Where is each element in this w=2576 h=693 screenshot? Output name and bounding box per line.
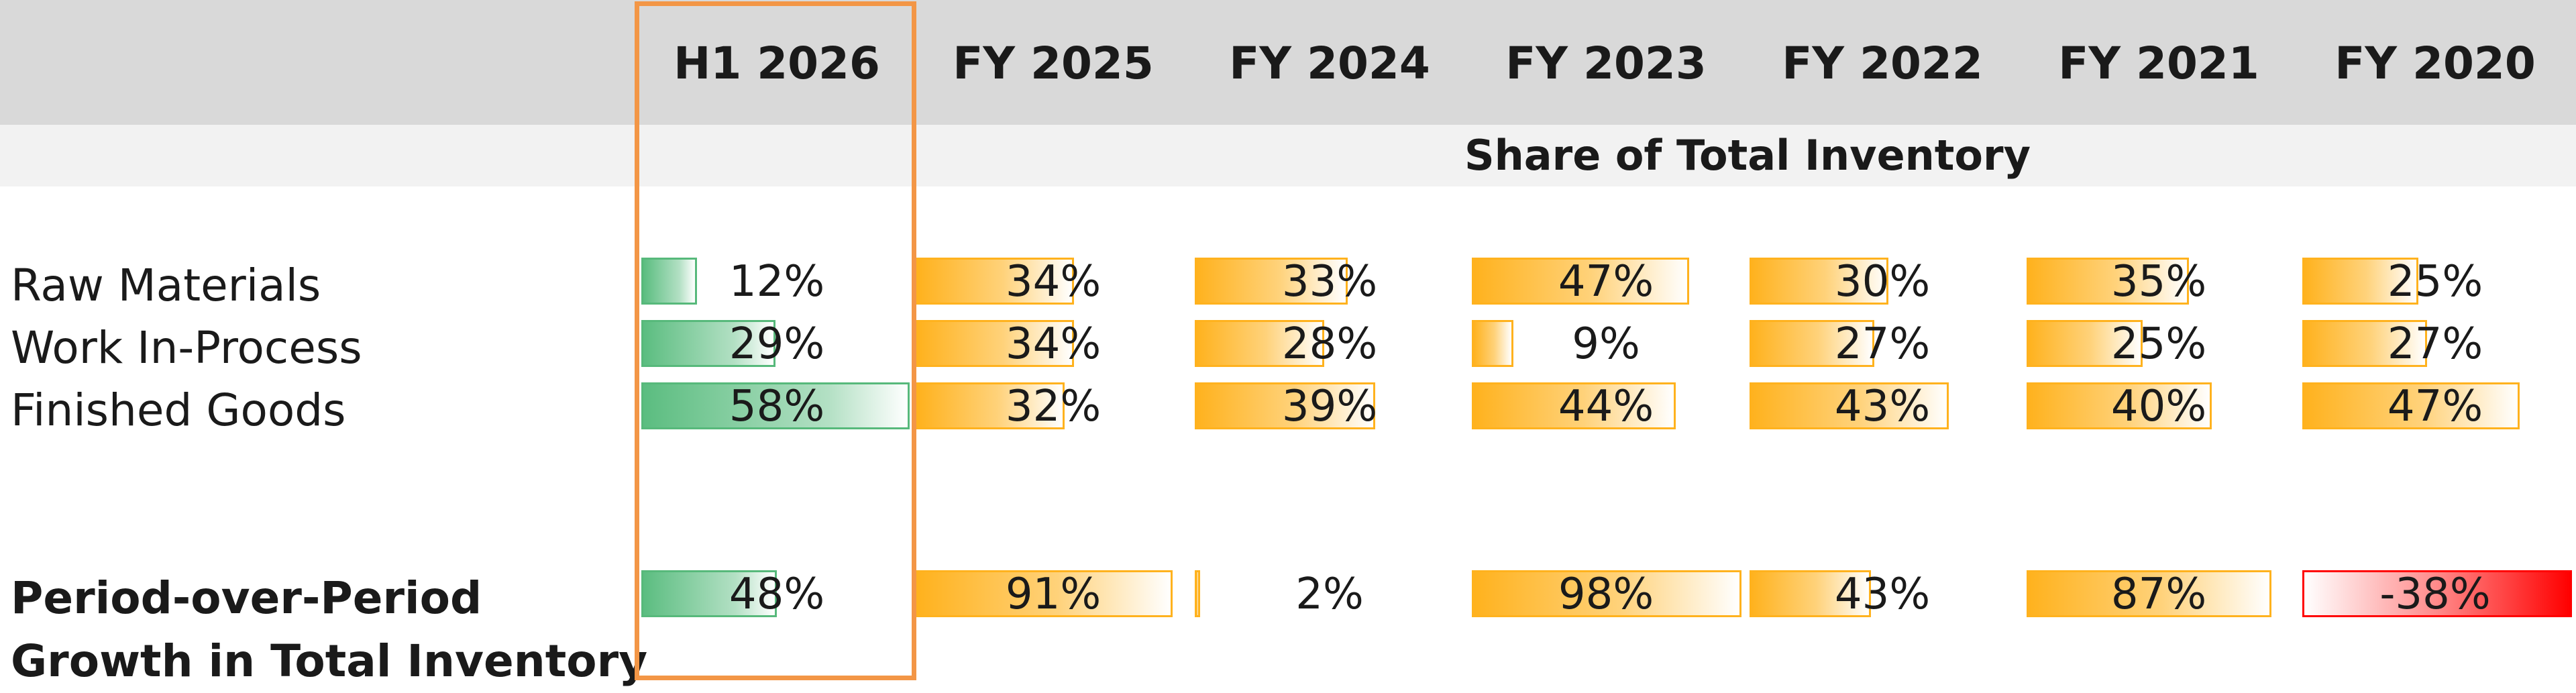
section-title: Share of Total Inventory: [1464, 131, 2031, 180]
share-value-raw-materials: 25%: [2387, 257, 2483, 307]
share-value-raw-materials: 35%: [2110, 257, 2207, 307]
share-value-work-in-process: 27%: [2387, 319, 2483, 369]
share-bar-finished-goods: [1750, 382, 1949, 429]
share-bar-work-in-process: [641, 320, 776, 367]
growth-bar: [1195, 570, 1201, 617]
growth-bar: [641, 570, 777, 617]
growth-bar: [2027, 570, 2272, 617]
share-value-raw-materials: 47%: [1558, 257, 1654, 307]
share-bar-finished-goods: [641, 382, 910, 429]
share-bar-work-in-process: [2302, 320, 2428, 367]
share-bar-finished-goods: [2027, 382, 2212, 429]
share-value-raw-materials: 34%: [1005, 257, 1102, 307]
share-value-finished-goods: 40%: [2110, 382, 2207, 431]
growth-value: 2%: [1295, 570, 1364, 619]
growth-bar: [1472, 570, 1741, 617]
share-bar-raw-materials: [1195, 258, 1348, 305]
share-bar-finished-goods: [2302, 382, 2520, 429]
share-value-finished-goods: 32%: [1005, 382, 1102, 431]
header-band: [0, 0, 2576, 125]
share-value-finished-goods: 47%: [2387, 382, 2483, 431]
growth-value: 98%: [1558, 570, 1654, 619]
share-bar-work-in-process: [916, 320, 1074, 367]
growth-value: 43%: [1834, 570, 1931, 619]
growth-bar: [2302, 570, 2572, 617]
growth-value: -38%: [2379, 570, 2491, 619]
growth-value: 48%: [729, 570, 825, 619]
row-label-work-in-process: Work In-Process: [11, 322, 362, 374]
share-value-work-in-process: 34%: [1005, 319, 1102, 369]
row-label-finished-goods: Finished Goods: [11, 384, 346, 436]
growth-value: 87%: [2110, 570, 2207, 619]
share-value-raw-materials: 30%: [1834, 257, 1931, 307]
share-bar-finished-goods: [916, 382, 1065, 429]
column-header-fy-2025: FY 2025: [953, 38, 1154, 89]
share-value-finished-goods: 58%: [729, 382, 825, 431]
row-label-growth-line2: Growth in Total Inventory: [11, 635, 648, 687]
column-header-fy-2020: FY 2020: [2334, 38, 2536, 89]
share-bar-work-in-process: [1195, 320, 1325, 367]
row-label-raw-materials: Raw Materials: [11, 260, 321, 311]
share-value-finished-goods: 43%: [1834, 382, 1931, 431]
share-value-raw-materials: 33%: [1281, 257, 1378, 307]
share-value-work-in-process: 28%: [1281, 319, 1378, 369]
share-value-work-in-process: 9%: [1572, 319, 1640, 369]
share-value-work-in-process: 25%: [2110, 319, 2207, 369]
share-value-finished-goods: 44%: [1558, 382, 1654, 431]
row-label-growth-line1: Period-over-Period: [11, 572, 482, 624]
share-value-work-in-process: 29%: [729, 319, 825, 369]
growth-bar: [1750, 570, 1871, 617]
column-header-fy-2021: FY 2021: [2058, 38, 2259, 89]
share-bar-finished-goods: [1195, 382, 1376, 429]
growth-bar: [916, 570, 1173, 617]
share-value-work-in-process: 27%: [1834, 319, 1931, 369]
share-value-finished-goods: 39%: [1281, 382, 1378, 431]
share-bar-work-in-process: [2027, 320, 2143, 367]
share-bar-work-in-process: [1750, 320, 1875, 367]
growth-value: 91%: [1005, 570, 1102, 619]
column-header-fy-2024: FY 2024: [1229, 38, 1430, 89]
current-period-highlight: [635, 1, 916, 680]
column-header-fy-2023: FY 2023: [1505, 38, 1707, 89]
share-bar-raw-materials: [1472, 258, 1690, 305]
section-band: [0, 125, 2576, 186]
share-bar-work-in-process: [1472, 320, 1514, 367]
share-bar-raw-materials: [1750, 258, 1888, 305]
column-header-fy-2022: FY 2022: [1782, 38, 1983, 89]
share-value-raw-materials: 12%: [729, 257, 825, 307]
share-bar-raw-materials: [641, 258, 697, 305]
share-bar-raw-materials: [916, 258, 1074, 305]
share-bar-raw-materials: [2027, 258, 2189, 305]
share-bar-finished-goods: [1472, 382, 1676, 429]
column-header-h1-2026: H1 2026: [674, 38, 880, 89]
share-bar-raw-materials: [2302, 258, 2418, 305]
